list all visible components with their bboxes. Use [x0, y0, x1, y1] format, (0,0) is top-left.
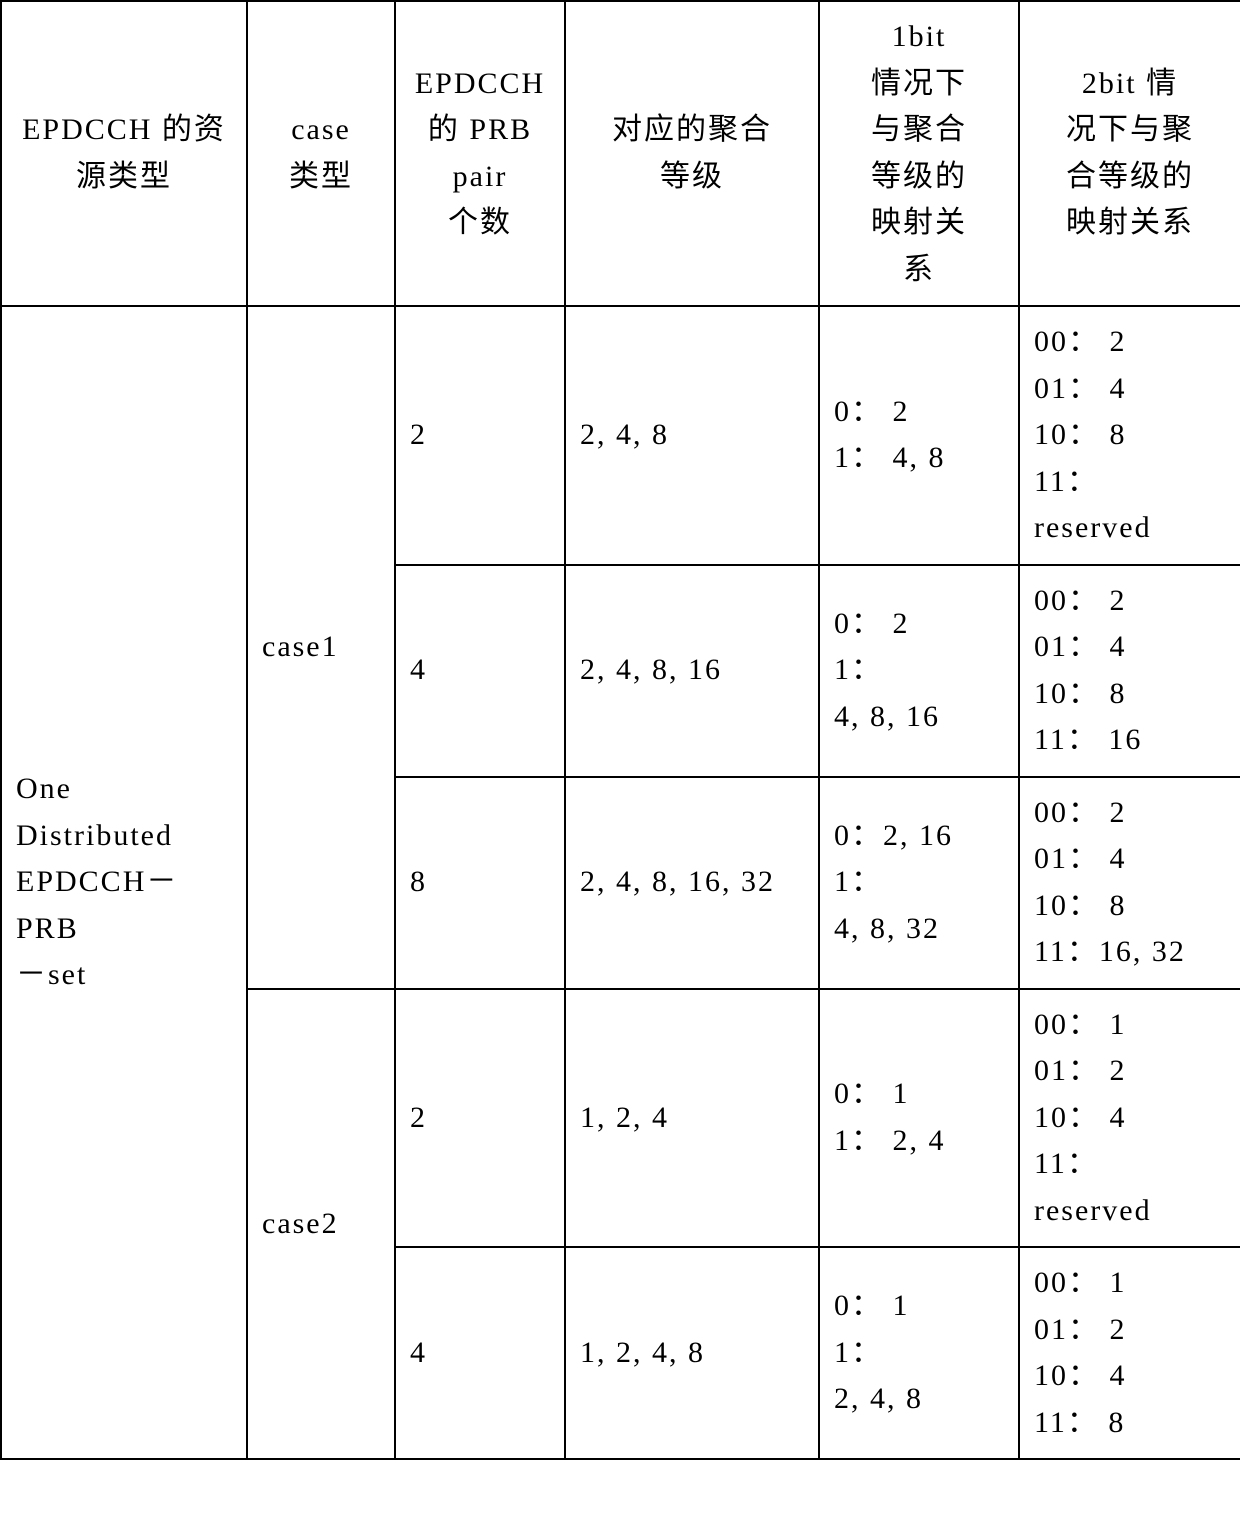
header-1bit-map: 1bit 情况下 与聚合 等级的 映射关 系 [819, 1, 1019, 306]
cell-1bit: 0： 1 1： 2, 4, 8 [819, 1247, 1019, 1459]
cell-2bit: 00： 1 01： 2 10： 4 11： 8 [1019, 1247, 1240, 1459]
cell-resource-type: One Distributed EPDCCH－PRB －set [1, 306, 247, 1459]
table-row: One Distributed EPDCCH－PRB －set case1 2 … [1, 306, 1240, 565]
cell-prb: 2 [395, 306, 565, 565]
cell-prb: 4 [395, 1247, 565, 1459]
cell-1bit: 0： 2 1： 4, 8 [819, 306, 1019, 565]
cell-agg: 2, 4, 8, 16, 32 [565, 777, 819, 989]
cell-prb: 2 [395, 989, 565, 1248]
epdcch-table-container: EPDCCH 的资 源类型 case 类型 EPDCCH 的 PRB pair … [0, 0, 1240, 1460]
cell-2bit: 00： 1 01： 2 10： 4 11： reserved [1019, 989, 1240, 1248]
header-agg-level: 对应的聚合 等级 [565, 1, 819, 306]
cell-2bit: 00： 2 01： 4 10： 8 11： reserved [1019, 306, 1240, 565]
header-case-type: case 类型 [247, 1, 395, 306]
cell-agg: 2, 4, 8 [565, 306, 819, 565]
header-resource-type: EPDCCH 的资 源类型 [1, 1, 247, 306]
epdcch-table: EPDCCH 的资 源类型 case 类型 EPDCCH 的 PRB pair … [0, 0, 1240, 1460]
header-2bit-map: 2bit 情 况下与聚 合等级的 映射关系 [1019, 1, 1240, 306]
cell-case1: case1 [247, 306, 395, 989]
cell-prb: 4 [395, 565, 565, 777]
header-prb-pair: EPDCCH 的 PRB pair 个数 [395, 1, 565, 306]
cell-case2: case2 [247, 989, 395, 1460]
cell-1bit: 0： 1 1： 2, 4 [819, 989, 1019, 1248]
table-header-row: EPDCCH 的资 源类型 case 类型 EPDCCH 的 PRB pair … [1, 1, 1240, 306]
cell-agg: 1, 2, 4, 8 [565, 1247, 819, 1459]
cell-2bit: 00： 2 01： 4 10： 8 11：16, 32 [1019, 777, 1240, 989]
cell-agg: 1, 2, 4 [565, 989, 819, 1248]
cell-1bit: 0： 2 1： 4, 8, 16 [819, 565, 1019, 777]
cell-agg: 2, 4, 8, 16 [565, 565, 819, 777]
cell-2bit: 00： 2 01： 4 10： 8 11： 16 [1019, 565, 1240, 777]
cell-prb: 8 [395, 777, 565, 989]
cell-1bit: 0：2, 16 1： 4, 8, 32 [819, 777, 1019, 989]
